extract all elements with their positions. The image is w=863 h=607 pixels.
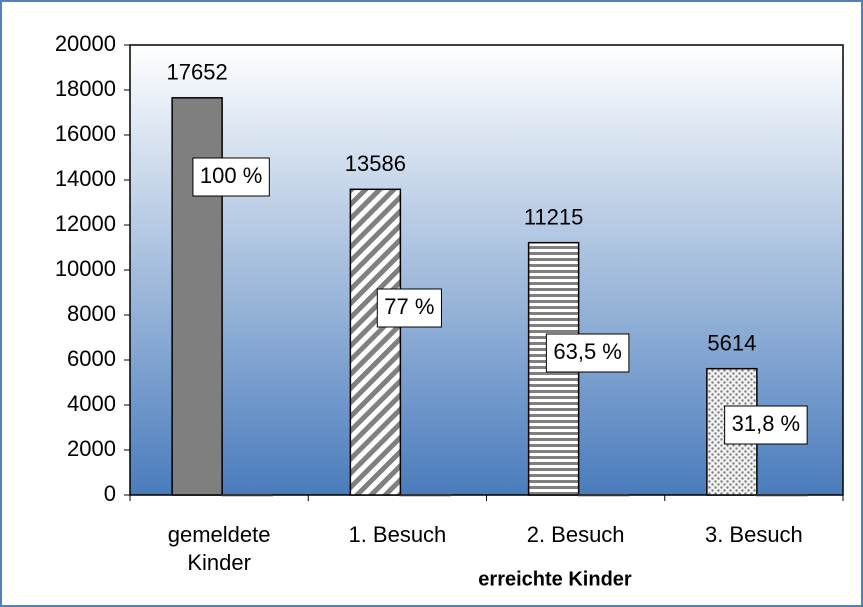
bar [756,494,808,497]
y-tick-label: 16000 [55,121,116,146]
y-tick-label: 6000 [67,346,116,371]
x-tick-label: 2. Besuch [526,522,625,547]
y-tick-label: 8000 [67,301,116,326]
y-tick-label: 14000 [55,166,116,191]
annotation: 100 % [192,157,270,197]
bar [577,494,630,497]
annotation-text: 100 % [200,163,262,188]
annotation: 31,8 % [724,405,808,445]
y-tick-label: 20000 [55,31,116,56]
y-tick-label: 10000 [55,256,116,281]
x-tick-label: gemeldete Kinder [167,522,271,575]
annotation-text: 77 % [384,294,434,319]
x-tick-label-box: 3. Besuch [704,522,803,547]
y-tick-label: 0 [104,481,116,506]
x-tick-label-box: gemeldete Kinder [167,522,271,575]
bar [399,494,452,497]
annotation: 63,5 % [545,333,630,373]
annotation-text: 63,5 % [553,339,622,364]
annotation-box [192,157,270,197]
y-tick-label: 18000 [55,76,116,101]
annotation-box [724,405,808,445]
annotation-text: 31,8 % [732,411,801,436]
x-tick-label: 3. Besuch [704,522,803,547]
x-tick-label-box: 2. Besuch [526,522,625,547]
value-label: 5614 [707,330,756,355]
annotation-box [376,288,442,328]
x-tick-label-box: 1. Besuch [348,522,447,547]
bar [221,494,273,497]
annotation: 77 % [376,288,442,328]
bar [171,97,223,496]
x-tick-label: 1. Besuch [348,522,447,547]
annotation-box [545,333,630,373]
y-tick-label: 12000 [55,211,116,236]
y-tick-label: 4000 [67,391,116,416]
value-label: 13586 [345,151,406,176]
x-axis-label: erreichte Kinder [478,568,632,590]
value-label: 11215 [524,204,584,229]
value-label: 17652 [167,60,228,85]
y-tick-label: 2000 [67,436,116,461]
bar [349,188,402,496]
